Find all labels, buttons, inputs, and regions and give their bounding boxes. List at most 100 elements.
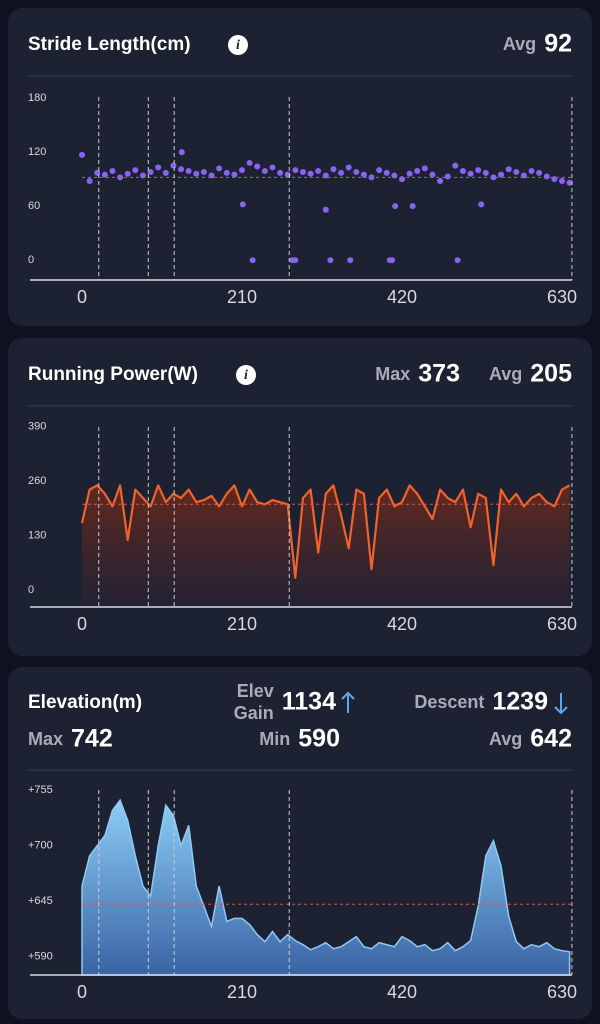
- data-point: [322, 206, 329, 213]
- data-point: [277, 169, 284, 176]
- data-point: [353, 168, 360, 175]
- info-icon[interactable]: i: [228, 35, 248, 55]
- data-point: [147, 168, 154, 175]
- info-icon[interactable]: i: [236, 365, 256, 385]
- svg-text:i: i: [244, 368, 248, 383]
- down-arrow-icon: [554, 693, 568, 715]
- data-point: [162, 169, 169, 176]
- data-point: [421, 165, 428, 172]
- data-point: [86, 177, 93, 184]
- x-tick-label: 210: [227, 287, 257, 307]
- up-arrow-icon: [341, 691, 355, 713]
- data-line: [80, 484, 571, 579]
- data-point: [347, 257, 354, 264]
- x-tick-label: 630: [547, 287, 577, 307]
- data-point: [459, 168, 466, 175]
- data-point: [330, 166, 337, 173]
- data-point: [452, 162, 459, 169]
- data-point: [566, 179, 573, 186]
- data-point: [254, 163, 261, 170]
- stat-label: Min: [259, 729, 290, 749]
- stat-label: Max: [28, 729, 63, 749]
- data-point: [429, 171, 436, 178]
- data-point: [292, 257, 299, 264]
- data-point: [155, 164, 162, 171]
- card-title: Running Power(W): [28, 364, 198, 385]
- data-point: [178, 149, 185, 156]
- stat-value: 742: [71, 725, 113, 753]
- data-point: [132, 167, 139, 174]
- stat-value: 590: [298, 725, 340, 753]
- data-point: [223, 169, 230, 176]
- x-tick-label: 420: [387, 614, 417, 634]
- area-fill: [81, 798, 571, 976]
- x-tick-label: 420: [387, 982, 417, 1002]
- data-point: [528, 168, 535, 175]
- data-point: [467, 170, 474, 177]
- data-point: [239, 201, 246, 208]
- x-tick-label: 420: [387, 287, 417, 307]
- y-tick-label: 0: [28, 584, 34, 596]
- y-tick-label: +590: [28, 951, 53, 963]
- data-point: [200, 168, 207, 175]
- area-fill: [82, 485, 570, 607]
- data-point: [513, 168, 520, 175]
- data-point: [79, 151, 85, 158]
- data-point: [376, 167, 383, 174]
- data-point: [345, 164, 352, 171]
- data-point: [216, 165, 223, 172]
- stat-label: Avg: [503, 34, 536, 54]
- stat-label: Avg: [489, 364, 522, 384]
- data-point: [482, 169, 489, 176]
- x-tick-label: 210: [227, 982, 257, 1002]
- card-title: Elevation(m): [28, 692, 142, 713]
- x-tick-label: 210: [227, 614, 257, 634]
- data-point: [231, 171, 238, 178]
- data-point: [299, 168, 306, 175]
- data-point: [315, 168, 322, 175]
- y-tick-label: 260: [28, 475, 46, 487]
- stat-label: Max: [375, 364, 410, 384]
- y-tick-label: +755: [28, 784, 53, 796]
- y-tick-label: 0: [28, 254, 34, 266]
- data-point: [414, 168, 421, 175]
- data-point: [409, 203, 416, 210]
- data-point: [454, 257, 461, 264]
- data-point: [185, 168, 192, 175]
- data-point: [498, 171, 505, 178]
- data-point: [444, 173, 451, 180]
- stat-value: 373: [418, 360, 460, 388]
- data-point: [269, 164, 276, 171]
- data-point: [389, 257, 396, 264]
- data-point: [101, 171, 108, 178]
- stat-value: 92: [544, 30, 572, 58]
- stat-value: 205: [530, 360, 572, 388]
- stat-value: 1239: [492, 688, 548, 716]
- y-tick-label: +645: [28, 895, 53, 907]
- data-point: [338, 169, 345, 176]
- data-point: [406, 170, 413, 177]
- data-point: [327, 257, 334, 264]
- stat-value: 642: [530, 725, 572, 753]
- data-point: [178, 166, 185, 173]
- data-point: [437, 177, 444, 184]
- data-point: [543, 173, 550, 180]
- data-point: [193, 170, 200, 177]
- data-point: [490, 174, 497, 181]
- stat-label: Descent: [414, 692, 484, 712]
- data-point: [94, 169, 101, 176]
- data-point: [559, 177, 565, 184]
- x-tick-label: 630: [547, 614, 577, 634]
- x-tick-label: 0: [77, 614, 87, 634]
- stat-label: Elev Gain: [234, 681, 274, 723]
- stat-value: 1134: [282, 688, 336, 716]
- x-tick-label: 630: [547, 982, 577, 1002]
- data-point: [292, 167, 299, 174]
- data-point: [124, 170, 131, 177]
- card: [8, 8, 592, 326]
- y-tick-label: 120: [28, 146, 46, 158]
- data-point: [249, 257, 256, 264]
- card-title: Stride Length(cm): [28, 34, 191, 55]
- data-point: [239, 167, 245, 174]
- x-tick-label: 0: [77, 982, 87, 1002]
